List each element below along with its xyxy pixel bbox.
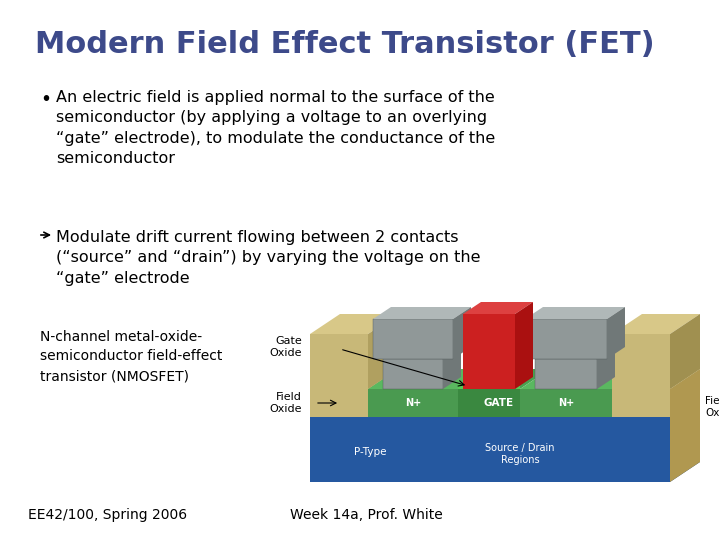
Polygon shape — [310, 334, 368, 389]
Polygon shape — [535, 359, 597, 389]
Polygon shape — [310, 369, 398, 389]
Text: Week 14a, Prof. White: Week 14a, Prof. White — [290, 508, 443, 522]
Polygon shape — [453, 307, 471, 359]
Text: P-Type: P-Type — [354, 447, 386, 457]
Polygon shape — [443, 347, 461, 389]
Polygon shape — [383, 347, 461, 359]
Polygon shape — [515, 302, 533, 389]
Polygon shape — [612, 314, 700, 334]
Polygon shape — [597, 347, 615, 389]
Polygon shape — [612, 334, 670, 389]
Text: An electric field is applied normal to the surface of the
semiconductor (by appl: An electric field is applied normal to t… — [56, 90, 495, 166]
Polygon shape — [463, 302, 533, 314]
Polygon shape — [458, 369, 550, 389]
Polygon shape — [310, 417, 670, 482]
Polygon shape — [463, 314, 515, 389]
Polygon shape — [670, 397, 700, 482]
Polygon shape — [310, 397, 700, 417]
Polygon shape — [458, 384, 520, 389]
Polygon shape — [310, 389, 368, 417]
Polygon shape — [612, 389, 670, 417]
Text: N+: N+ — [405, 398, 421, 408]
Polygon shape — [368, 389, 458, 417]
Polygon shape — [383, 359, 443, 389]
Polygon shape — [612, 369, 700, 389]
Polygon shape — [607, 307, 625, 359]
Polygon shape — [368, 314, 398, 389]
Text: GATE: GATE — [484, 398, 514, 408]
Polygon shape — [373, 307, 471, 319]
Polygon shape — [670, 314, 700, 389]
Polygon shape — [670, 369, 700, 482]
Polygon shape — [368, 369, 488, 389]
Polygon shape — [458, 389, 520, 417]
Text: EE42/100, Spring 2006: EE42/100, Spring 2006 — [28, 508, 187, 522]
Polygon shape — [535, 347, 615, 359]
Polygon shape — [525, 319, 607, 359]
Text: Field
Oxide: Field Oxide — [705, 396, 720, 418]
Text: Field
Oxide: Field Oxide — [269, 392, 302, 414]
Polygon shape — [310, 314, 398, 334]
Text: Modern Field Effect Transistor (FET): Modern Field Effect Transistor (FET) — [35, 30, 654, 59]
Text: Gate
Oxide: Gate Oxide — [269, 336, 302, 358]
Polygon shape — [525, 307, 625, 319]
Polygon shape — [368, 369, 398, 417]
Text: N+: N+ — [558, 398, 574, 408]
Text: N-channel metal-oxide-
semiconductor field-effect
transistor (NMOSFET): N-channel metal-oxide- semiconductor fie… — [40, 330, 222, 383]
Text: Source / Drain
Regions: Source / Drain Regions — [485, 443, 554, 465]
Polygon shape — [520, 369, 642, 389]
Polygon shape — [458, 369, 488, 417]
Text: •: • — [40, 90, 51, 109]
Text: Modulate drift current flowing between 2 contacts
(“source” and “drain”) by vary: Modulate drift current flowing between 2… — [56, 230, 480, 286]
Polygon shape — [520, 389, 612, 417]
Polygon shape — [373, 319, 453, 359]
Polygon shape — [612, 369, 642, 417]
